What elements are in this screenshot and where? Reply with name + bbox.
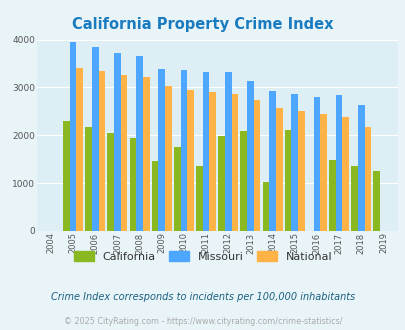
Bar xyxy=(297,112,304,231)
Text: © 2025 CityRating.com - https://www.cityrating.com/crime-statistics/: © 2025 CityRating.com - https://www.city… xyxy=(64,317,341,326)
Bar xyxy=(350,166,357,231)
Bar xyxy=(328,160,335,231)
Bar xyxy=(120,75,127,231)
Bar xyxy=(151,161,158,231)
Bar xyxy=(231,94,238,231)
Bar xyxy=(143,78,149,231)
Bar xyxy=(129,138,136,231)
Bar xyxy=(180,70,187,231)
Bar xyxy=(196,166,202,231)
Bar xyxy=(224,72,231,231)
Bar xyxy=(341,117,348,231)
Bar xyxy=(107,133,114,231)
Bar xyxy=(320,114,326,231)
Bar xyxy=(275,108,282,231)
Bar xyxy=(373,171,379,231)
Bar xyxy=(253,100,260,231)
Bar xyxy=(98,71,105,231)
Bar xyxy=(269,91,275,231)
Text: California Property Crime Index: California Property Crime Index xyxy=(72,17,333,32)
Bar xyxy=(247,81,253,231)
Bar xyxy=(202,72,209,231)
Bar xyxy=(76,68,83,231)
Bar xyxy=(114,53,120,231)
Bar xyxy=(291,94,297,231)
Text: Crime Index corresponds to incidents per 100,000 inhabitants: Crime Index corresponds to incidents per… xyxy=(51,292,354,302)
Bar xyxy=(218,136,224,231)
Bar xyxy=(357,105,364,231)
Bar xyxy=(240,131,247,231)
Bar xyxy=(158,69,165,231)
Bar xyxy=(165,85,171,231)
Legend: California, Missouri, National: California, Missouri, National xyxy=(69,247,336,267)
Bar xyxy=(92,47,98,231)
Bar xyxy=(174,147,180,231)
Bar xyxy=(136,56,143,231)
Bar xyxy=(313,97,320,231)
Bar xyxy=(85,127,92,231)
Bar xyxy=(70,42,76,231)
Bar xyxy=(364,127,370,231)
Bar xyxy=(284,130,291,231)
Bar xyxy=(63,121,70,231)
Bar xyxy=(187,90,194,231)
Bar xyxy=(335,95,341,231)
Bar xyxy=(209,92,215,231)
Bar xyxy=(262,182,269,231)
